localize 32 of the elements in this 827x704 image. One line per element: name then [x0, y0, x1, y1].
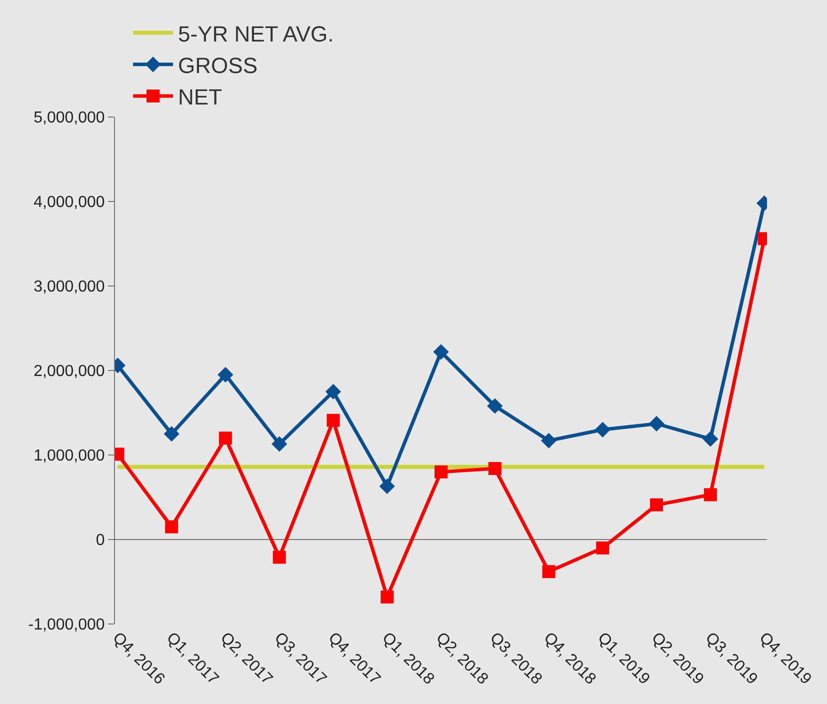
point [434, 465, 448, 478]
legend-label: 5-YR NET AVG. [178, 21, 334, 46]
point [433, 344, 449, 360]
y-tick-label: 1,000,000 [34, 448, 105, 465]
y-tick-label: 2,000,000 [34, 363, 105, 380]
point [272, 550, 286, 564]
point [164, 426, 180, 442]
point [488, 462, 502, 476]
point [326, 414, 340, 427]
point [272, 436, 288, 452]
point [702, 431, 718, 447]
legend-label: GROSS [178, 52, 258, 78]
legend-label: NET [178, 84, 222, 110]
point [165, 520, 178, 534]
point [325, 384, 342, 400]
point [542, 565, 556, 578]
point [704, 488, 717, 502]
y-tick-label: -1,000,000 [28, 616, 105, 634]
y-tick-label: 0 [96, 532, 105, 550]
point [380, 590, 394, 604]
point [218, 366, 234, 383]
point [596, 541, 610, 554]
point [648, 416, 664, 432]
point [594, 422, 610, 438]
point [540, 432, 557, 448]
y-tick-label: 5,000,000 [34, 110, 105, 127]
point [650, 498, 664, 512]
point [487, 398, 503, 414]
y-tick-label: 3,000,000 [34, 278, 105, 296]
point [379, 478, 395, 494]
y-tick-label: 4,000,000 [34, 194, 105, 212]
point [218, 432, 232, 445]
